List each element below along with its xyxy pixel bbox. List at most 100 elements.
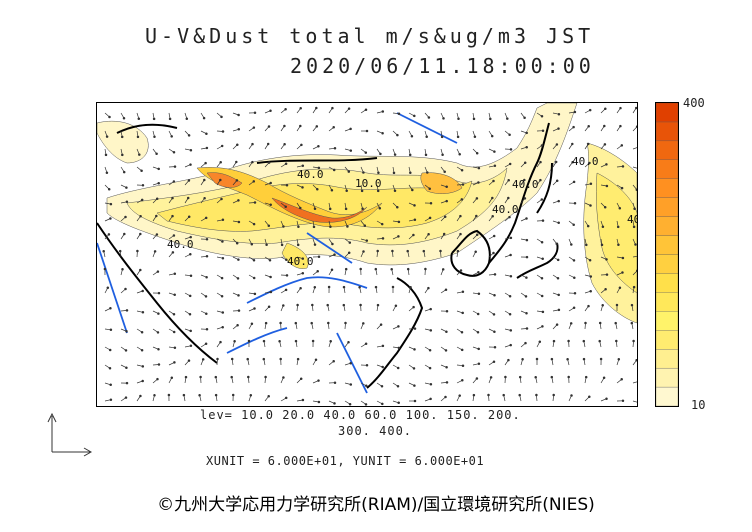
wind-arrow-head	[635, 358, 637, 362]
wind-arrow-head	[569, 322, 573, 325]
wind-arrow-head	[214, 375, 218, 379]
wind-arrow-head	[279, 357, 282, 361]
wind-arrow-head	[412, 233, 415, 237]
wind-arrow-head	[221, 240, 224, 243]
wind-arrow-head	[525, 255, 529, 259]
wind-arrow-head	[392, 171, 396, 175]
wind-arrow-head	[540, 198, 544, 201]
wind-arrow-head	[442, 117, 445, 120]
wind-arrow-head	[109, 202, 113, 206]
wind-arrow-head	[573, 292, 577, 295]
wind-arrow-head	[167, 393, 171, 397]
wind-arrow-head	[525, 276, 528, 279]
wind-arrow-head	[136, 135, 140, 139]
wind-arrow-head	[588, 108, 592, 112]
wind-arrow-head	[327, 321, 330, 325]
wind-arrow-head	[475, 377, 479, 380]
wind-arrow-head	[632, 285, 636, 289]
wind-arrow-head	[601, 303, 604, 307]
wind-arrow-head	[173, 346, 177, 350]
wind-arrow-head	[427, 286, 430, 290]
wind-arrow-head	[251, 142, 254, 146]
wind-arrow-head	[554, 160, 558, 164]
wind-arrow-head	[267, 394, 270, 398]
wind-arrow-head	[186, 196, 190, 200]
wind-arrow-head	[317, 255, 321, 259]
wind-arrow-head	[459, 214, 462, 218]
wind-arrow-head	[567, 375, 570, 379]
wind-arrow-head	[445, 185, 448, 189]
wind-arrow-head	[632, 225, 636, 229]
wind-arrow-head	[492, 313, 496, 316]
wind-arrow-head	[410, 134, 414, 138]
wind-arrow-head	[187, 359, 191, 362]
wind-arrow-head	[109, 383, 112, 387]
colorbar-swatch	[655, 292, 679, 312]
wind-arrow-head	[280, 243, 284, 247]
wind-arrow-head	[518, 393, 521, 397]
wind-arrow-head	[311, 339, 315, 343]
wind-arrow-head	[555, 242, 558, 245]
wind-arrow-head	[230, 375, 233, 379]
wind-arrow-head	[409, 285, 412, 289]
wind-arrow-head	[297, 225, 300, 229]
wind-arrow-head	[460, 331, 464, 334]
wind-arrow-head	[236, 323, 239, 327]
wind-arrow-head	[252, 276, 256, 280]
wind-arrow-head	[459, 232, 462, 236]
wind-arrow-head	[182, 393, 186, 397]
wind-arrow-head	[573, 202, 577, 205]
wind-arrow-head	[391, 249, 394, 253]
wind-arrow-head	[157, 181, 160, 185]
wind-arrow	[632, 255, 637, 258]
wind-arrow-head	[374, 267, 378, 271]
wind-arrow-head	[157, 348, 160, 351]
wind-arrow-head	[172, 180, 176, 183]
wind-arrow-head	[138, 153, 141, 156]
wind-arrow-head	[582, 357, 586, 361]
wind-arrow-head	[541, 129, 545, 132]
wind-arrow-head	[632, 339, 635, 343]
wind-arrow-head	[524, 341, 527, 345]
wind-arrow-head	[525, 327, 529, 330]
wind-arrow-head	[250, 322, 254, 326]
wind-arrow-head	[493, 164, 497, 168]
wind-arrow-head	[508, 294, 512, 298]
wind-arrow-head	[472, 393, 476, 397]
wind-arrow-head	[489, 376, 493, 379]
wind-arrow-head	[555, 179, 559, 182]
wind-arrow-head	[269, 290, 273, 294]
wind-arrow-head	[171, 251, 175, 254]
wind-arrow-head	[391, 285, 395, 289]
wind-arrow-head	[220, 115, 223, 119]
wind-arrow-head	[617, 358, 621, 361]
wind-arrow-head	[572, 180, 576, 184]
wind-arrow-head	[203, 196, 206, 200]
contour-labels: 40.0 40.0 40.0 40.0 10.0 40.0 40.0 40.0	[167, 155, 637, 268]
wind-arrow-head	[605, 273, 609, 276]
wind-arrow-head	[317, 400, 321, 404]
wind-arrow-head	[525, 145, 528, 149]
wind-arrow-head	[525, 238, 529, 242]
wind-arrow-head	[603, 143, 607, 146]
wind-arrow	[632, 147, 637, 150]
wind-arrow-head	[153, 393, 156, 397]
wind-arrow-head	[605, 258, 608, 261]
wind-arrow-head	[266, 142, 270, 146]
wind-arrow-head	[376, 303, 380, 307]
wind-arrow-head	[330, 189, 334, 192]
wind-arrow-head	[156, 377, 159, 381]
wind-arrow-head	[365, 129, 369, 133]
wind-arrow-head	[221, 311, 225, 314]
wind-arrow-head	[620, 378, 623, 381]
wind-arrow-head	[381, 344, 385, 348]
wind-arrow-head	[140, 198, 144, 202]
contour-label: 40.0	[297, 168, 324, 181]
wind-arrow-head	[264, 321, 268, 325]
wind-arrow-head	[328, 207, 332, 211]
wind-arrow-head	[458, 394, 461, 397]
wind-arrow-head	[461, 364, 465, 367]
wind-arrow-head	[284, 162, 288, 166]
colorbar-min-label: 10	[691, 398, 706, 412]
wind-arrow-head	[349, 149, 353, 152]
